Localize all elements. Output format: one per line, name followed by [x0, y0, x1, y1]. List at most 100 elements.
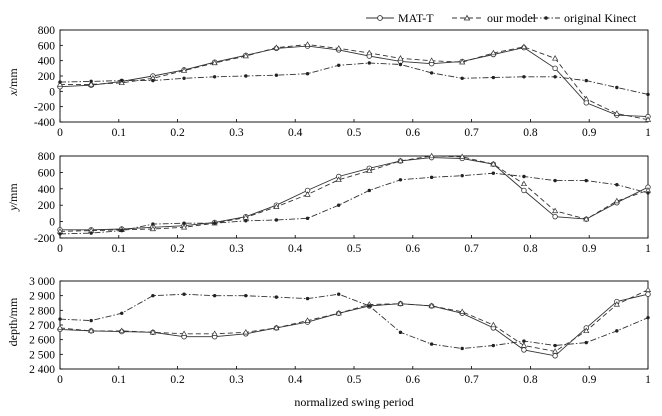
- series-line-our-model-y: [59, 155, 649, 232]
- x-tick-label-depth: 0.5: [347, 374, 362, 386]
- data-point-original-kinect-depth: [522, 339, 526, 343]
- y-tick-label-depth: 2 500: [29, 349, 55, 361]
- x-tick-label-depth: 0.4: [288, 374, 303, 386]
- panel-y: y/mm 0 0.1 0.2 0.3 0.4 0.5 0.6 0.7 0.8 0.9 1-20002…: [6, 151, 651, 255]
- y-tick-label-y: 800: [38, 151, 56, 163]
- x-tick-label-x: 1: [645, 127, 651, 139]
- data-point-our-model-y: [273, 203, 280, 209]
- x-tick-label-x: 0.5: [347, 127, 362, 139]
- x-tick-label-x: 0.2: [170, 127, 185, 139]
- data-point-our-model-depth: [520, 342, 528, 348]
- y-tick-label-y: 200: [38, 200, 56, 212]
- data-point-our-model-x: [118, 79, 125, 86]
- x-tick-label-x: 0.3: [229, 127, 244, 139]
- data-point-original-kinect-y: [584, 178, 588, 183]
- data-point-our-model-depth: [583, 327, 590, 334]
- data-point-our-model-y: [459, 153, 466, 159]
- data-point-our-model-depth: [397, 300, 404, 306]
- data-point-our-model-x: [88, 81, 95, 87]
- data-point-our-model-depth: [273, 324, 280, 331]
- legend-label-original-kinect: original Kinect: [564, 11, 637, 25]
- data-point-our-model-x: [56, 81, 64, 87]
- y-tick-label-y: 600: [38, 167, 56, 179]
- data-point-our-model-x: [613, 110, 620, 116]
- data-point-our-model-y: [551, 207, 559, 214]
- data-point-our-model-y: [583, 215, 590, 222]
- data-point-our-model-depth: [551, 348, 559, 354]
- legend-marker-original-kinect: [544, 16, 548, 20]
- legend-marker-mat-t: [377, 15, 383, 21]
- data-point-original-kinect-y: [615, 183, 619, 187]
- data-point-our-model-y: [304, 191, 311, 197]
- x-tick-label-x: 0.9: [582, 127, 597, 139]
- data-point-original-kinect-y: [151, 222, 155, 226]
- x-tick-label-x: 0.6: [406, 127, 421, 139]
- data-point-our-model-y: [428, 152, 435, 159]
- panel-x: x/mm 0 0.1 0.2 0.3 0.4 0.5 0.6 0.7 0.8 0.9 1 -400 -2…: [6, 25, 651, 139]
- y-axis-label-x: x/mm: [6, 68, 20, 97]
- data-point-our-model-x: [490, 49, 497, 56]
- series-line-our-model-depth: [59, 289, 649, 352]
- x-tick-label-depth: 1: [645, 374, 651, 386]
- panel-depth: depth/mm 0 0.1 0.2 0.3 0.4 0.5 0.6 0.7 0.8 0.9 1 2 …: [6, 276, 651, 386]
- data-point-mat-t-depth: [521, 347, 527, 353]
- y-axis-label-y-var: y: [6, 205, 20, 212]
- legend-label-our-model: our model: [487, 11, 537, 25]
- data-point-original-kinect-x: [491, 75, 496, 80]
- data-point-our-model-x: [335, 45, 342, 51]
- x-tick-label-y: 0: [57, 243, 63, 255]
- x-tick-label-x: 0.7: [464, 127, 479, 139]
- data-point-our-model-y: [149, 225, 157, 232]
- data-point-original-kinect-depth: [58, 317, 62, 321]
- x-tick-label-x: 0.4: [288, 127, 303, 139]
- series-line-mat-t-y: [60, 157, 649, 231]
- y-axis-label-x-var: x: [6, 90, 20, 97]
- x-tick-label-y: 0.5: [347, 243, 362, 255]
- plot-frame-x: [59, 29, 649, 123]
- data-point-original-kinect-y: [460, 173, 464, 178]
- data-point-original-kinect-depth: [491, 343, 496, 348]
- data-point-original-kinect-y: [367, 188, 371, 193]
- data-point-our-model-depth: [242, 329, 249, 335]
- x-tick-label-x: 0.1: [112, 127, 127, 139]
- x-tick-label-y: 1: [645, 243, 651, 255]
- x-tick-label-depth: 0.9: [582, 374, 597, 386]
- legend: MAT-T our model original Kinect: [366, 11, 637, 25]
- data-point-our-model-depth: [459, 308, 466, 314]
- data-point-our-model-y: [613, 197, 620, 204]
- data-point-our-model-x: [180, 67, 188, 73]
- legend-marker-our-model: [463, 14, 471, 21]
- data-point-original-kinect-y: [89, 231, 93, 235]
- y-axis-label-y-unit: /mm: [6, 183, 20, 206]
- legend-label-mat-t: MAT-T: [398, 11, 434, 25]
- data-point-original-kinect-x: [58, 80, 62, 84]
- data-point-original-kinect-depth: [367, 304, 371, 308]
- series-line-original-kinect-y: [59, 172, 649, 235]
- data-point-original-kinect-depth: [212, 293, 217, 298]
- plot-frame-depth: [59, 280, 649, 370]
- x-tick-label-depth: 0.7: [464, 374, 479, 386]
- data-point-mat-t-y: [521, 187, 527, 194]
- data-point-our-model-depth: [613, 301, 620, 307]
- x-tick-label-y: 0.2: [170, 243, 185, 255]
- data-point-our-model-x: [428, 57, 435, 63]
- data-point-original-kinect-depth: [337, 292, 341, 296]
- x-tick-label-depth: 0.8: [523, 374, 538, 386]
- y-tick-label-depth: 2 400: [29, 364, 55, 376]
- data-point-original-kinect-depth: [584, 340, 588, 345]
- data-point-original-kinect-x: [274, 73, 279, 77]
- data-point-original-kinect-y: [398, 178, 403, 182]
- x-tick-label-y: 0.9: [582, 243, 597, 255]
- data-point-original-kinect-depth: [460, 346, 464, 351]
- data-point-our-model-x: [397, 55, 404, 61]
- data-point-original-kinect-depth: [151, 293, 155, 298]
- data-point-original-kinect-depth: [120, 311, 124, 315]
- data-point-our-model-x: [459, 58, 466, 65]
- data-point-original-kinect-depth: [615, 329, 619, 333]
- data-point-original-kinect-y: [429, 175, 434, 180]
- series-line-mat-t-x: [59, 45, 649, 118]
- data-point-original-kinect-x: [429, 71, 434, 75]
- y-tick-label-y: 0: [49, 217, 55, 229]
- data-point-original-kinect-y: [646, 191, 650, 195]
